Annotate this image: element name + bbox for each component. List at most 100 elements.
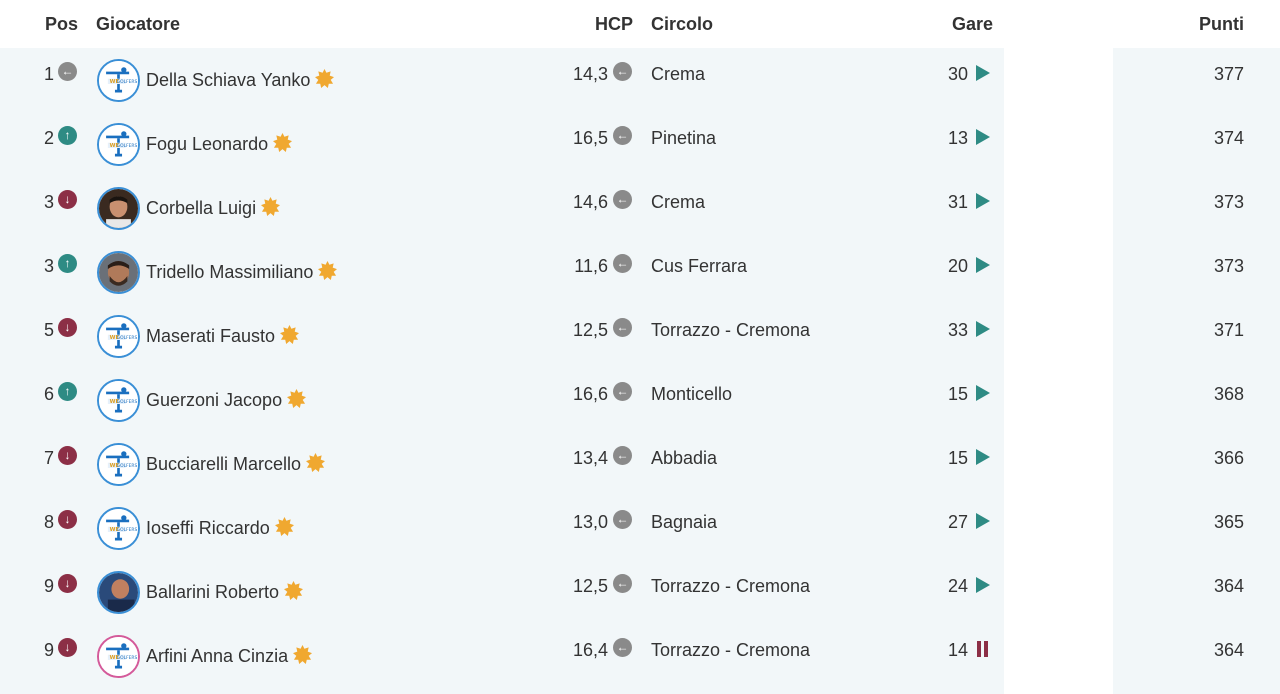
- trend-up-icon: ↑: [58, 382, 77, 401]
- player-name-link[interactable]: Maserati Fausto: [146, 325, 300, 347]
- gare-count: 15: [947, 384, 968, 404]
- play-icon[interactable]: [976, 193, 990, 209]
- player-name-link[interactable]: Corbella Luigi: [146, 197, 281, 219]
- position-number: 9: [43, 576, 54, 596]
- hcp-trend-icon: ←: [613, 446, 632, 465]
- header-pos[interactable]: Pos: [44, 14, 78, 34]
- points-value: 366: [1213, 448, 1244, 468]
- club-name: Cus Ferrara: [651, 256, 748, 276]
- points-value: 377: [1213, 64, 1244, 84]
- player-name: Bucciarelli Marcello: [146, 454, 302, 474]
- play-icon[interactable]: [976, 129, 990, 145]
- points-value: 371: [1213, 320, 1244, 340]
- player-name-link[interactable]: Arfini Anna Cinzia: [146, 645, 313, 667]
- position-number: 7: [43, 448, 54, 468]
- points-value: 364: [1213, 576, 1244, 596]
- play-icon[interactable]: [976, 577, 990, 593]
- play-icon[interactable]: [976, 65, 990, 81]
- star-badge-icon: [315, 69, 335, 88]
- hcp-trend-icon: ←: [613, 126, 632, 145]
- hcp-trend-icon: ←: [613, 382, 632, 401]
- avatar[interactable]: [97, 251, 140, 294]
- avatar[interactable]: WE GOLFERS: [97, 315, 140, 358]
- hcp-value: 12,5: [572, 576, 608, 596]
- club-name: Torrazzo - Cremona: [651, 320, 811, 340]
- table-row: 6 ↑ WE GOLFERS Guerzoni Jacopo 16,6 ← Mon…: [0, 368, 1280, 432]
- avatar[interactable]: WE GOLFERS: [97, 443, 140, 486]
- position-number: 8: [43, 512, 54, 532]
- player-name: Corbella Luigi: [146, 198, 257, 218]
- table-row: 5 ↓ WE GOLFERS Maserati Fausto 12,5 ← Tor…: [0, 304, 1280, 368]
- play-icon[interactable]: [976, 449, 990, 465]
- player-name-link[interactable]: Tridello Massimiliano: [146, 261, 338, 283]
- svg-text:GOLFERS: GOLFERS: [117, 527, 138, 533]
- star-badge-icon: [280, 325, 300, 344]
- club-name: Crema: [651, 64, 706, 84]
- player-name-link[interactable]: Bucciarelli Marcello: [146, 453, 326, 475]
- star-badge-icon: [293, 645, 313, 664]
- avatar[interactable]: [97, 571, 140, 614]
- gare-count: 20: [947, 256, 968, 276]
- svg-text:WE: WE: [110, 527, 120, 533]
- player-name: Guerzoni Jacopo: [146, 390, 283, 410]
- svg-text:GOLFERS: GOLFERS: [117, 399, 138, 405]
- trend-same-icon: ←: [58, 62, 77, 81]
- header-hcp[interactable]: HCP: [594, 14, 633, 34]
- club-name: Abbadia: [651, 448, 718, 468]
- hcp-trend-icon: ←: [613, 318, 632, 337]
- star-badge-icon: [306, 453, 326, 472]
- points-value: 373: [1213, 256, 1244, 276]
- avatar[interactable]: WE GOLFERS: [97, 59, 140, 102]
- hcp-value: 12,5: [572, 320, 608, 340]
- header-punti[interactable]: Punti: [1199, 14, 1244, 34]
- trend-down-icon: ↓: [58, 510, 77, 529]
- play-icon[interactable]: [976, 385, 990, 401]
- table-row: 2 ↑ WE GOLFERS Fogu Leonardo 16,5 ← Pinet…: [0, 112, 1280, 176]
- table-header: Pos Giocatore HCP Circolo Gare Punti: [0, 0, 1280, 48]
- star-badge-icon: [261, 197, 281, 216]
- trend-up-icon: ↑: [58, 254, 77, 273]
- gare-count: 24: [947, 576, 968, 596]
- pause-icon[interactable]: [977, 641, 989, 657]
- header-gare[interactable]: Gare: [951, 14, 993, 34]
- play-icon[interactable]: [976, 321, 990, 337]
- avatar[interactable]: WE GOLFERS: [97, 507, 140, 550]
- play-icon[interactable]: [976, 257, 990, 273]
- table-row: 1 ← WE GOLFERS Della Schiava Yanko 14,3 ←…: [0, 48, 1280, 112]
- table-body-background: [0, 48, 1004, 694]
- table-row: 8 ↓ WE GOLFERS Ioseffi Riccardo 13,0 ← Ba…: [0, 496, 1280, 560]
- avatar[interactable]: WE GOLFERS: [97, 635, 140, 678]
- svg-text:GOLFERS: GOLFERS: [117, 335, 138, 341]
- avatar[interactable]: WE GOLFERS: [97, 123, 140, 166]
- club-name: Torrazzo - Cremona: [651, 576, 811, 596]
- hcp-trend-icon: ←: [613, 190, 632, 209]
- avatar[interactable]: WE GOLFERS: [97, 379, 140, 422]
- table-row: 9 ↓ Ballarini Roberto 12,5 ← Torrazzo - …: [0, 560, 1280, 624]
- player-name-link[interactable]: Della Schiava Yanko: [146, 69, 335, 91]
- points-value: 365: [1213, 512, 1244, 532]
- trend-down-icon: ↓: [58, 574, 77, 593]
- position-number: 1: [43, 64, 54, 84]
- trend-up-icon: ↑: [58, 126, 77, 145]
- player-name-link[interactable]: Ioseffi Riccardo: [146, 517, 294, 539]
- player-name-link[interactable]: Ballarini Roberto: [146, 581, 304, 603]
- hcp-value: 11,6: [574, 256, 608, 276]
- table-row: 9 ↓ WE GOLFERS Arfini Anna Cinzia 16,4 ← …: [0, 624, 1280, 688]
- play-icon[interactable]: [976, 513, 990, 529]
- hcp-value: 16,6: [572, 384, 608, 404]
- hcp-trend-icon: ←: [613, 574, 632, 593]
- player-name-link[interactable]: Fogu Leonardo: [146, 133, 293, 155]
- hcp-value: 14,6: [572, 192, 608, 212]
- position-number: 2: [43, 128, 54, 148]
- table-row: 7 ↓ WE GOLFERS Bucciarelli Marcello 13,4 …: [0, 432, 1280, 496]
- star-badge-icon: [273, 133, 293, 152]
- avatar[interactable]: [97, 187, 140, 230]
- header-player[interactable]: Giocatore: [96, 14, 181, 34]
- trend-down-icon: ↓: [58, 190, 77, 209]
- player-name-link[interactable]: Guerzoni Jacopo: [146, 389, 307, 411]
- trend-down-icon: ↓: [58, 446, 77, 465]
- hcp-trend-icon: ←: [613, 62, 632, 81]
- svg-text:WE: WE: [110, 655, 120, 661]
- header-club[interactable]: Circolo: [651, 14, 714, 34]
- svg-text:GOLFERS: GOLFERS: [117, 143, 138, 149]
